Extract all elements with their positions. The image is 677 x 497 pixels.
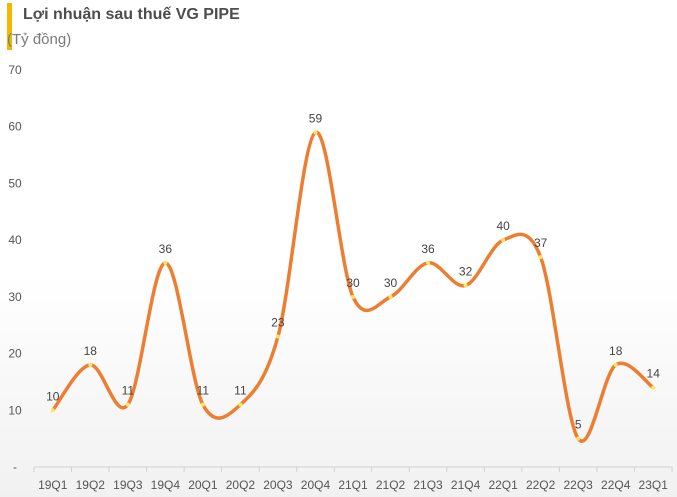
data-label: 18 (84, 344, 98, 358)
series-line (51, 130, 655, 443)
y-tick-label: - (13, 460, 17, 474)
data-point (426, 260, 431, 265)
x-tick-label: 20Q2 (226, 478, 256, 492)
y-tick-label: 40 (8, 233, 22, 247)
y-axis: - 10 20 30 40 50 60 70 (8, 63, 22, 474)
y-tick-label: 70 (8, 63, 22, 77)
y-tick-label: 10 (8, 403, 22, 417)
data-labels: 10 18 11 36 11 11 23 59 30 30 36 32 40 37 5 18 14 (46, 111, 660, 431)
chart-title: Lợi nhuận sau thuế VG PIPE (23, 6, 240, 23)
data-point (463, 283, 468, 288)
data-label: 59 (309, 111, 323, 125)
data-point (576, 436, 581, 441)
x-tick-label: 21Q3 (413, 478, 443, 492)
data-point (651, 385, 656, 390)
data-label: 37 (534, 236, 548, 250)
data-label: 23 (271, 316, 285, 330)
data-point (388, 294, 393, 299)
data-point (50, 408, 55, 413)
data-label: 11 (197, 384, 210, 398)
y-tick-label: 60 (8, 120, 22, 134)
data-point (88, 362, 93, 367)
data-point (163, 260, 168, 265)
data-label: 30 (384, 276, 398, 290)
x-axis-labels: 19Q1 19Q2 19Q3 19Q4 20Q1 20Q2 20Q3 20Q4 21Q1 21Q2… (38, 478, 668, 492)
x-tick-label: 22Q3 (563, 478, 593, 492)
x-tick-label: 21Q4 (451, 478, 481, 492)
data-label: 30 (346, 276, 360, 290)
data-label: 11 (234, 384, 247, 398)
data-point (501, 238, 506, 243)
x-tick-label: 20Q1 (188, 478, 218, 492)
x-tick-label: 21Q2 (376, 478, 406, 492)
data-label: 10 (46, 389, 60, 403)
data-label: 36 (159, 242, 173, 256)
title-accent-bar (7, 3, 12, 50)
data-label: 14 (647, 367, 661, 381)
x-tick-label: 22Q4 (601, 478, 631, 492)
data-point (538, 255, 543, 260)
x-tick-label: 19Q3 (113, 478, 143, 492)
data-point (351, 294, 355, 299)
x-tick-label: 22Q2 (526, 478, 556, 492)
data-label: 40 (496, 219, 510, 233)
y-tick-label: 50 (8, 176, 22, 190)
data-label: 36 (421, 242, 435, 256)
x-tick-label: 21Q1 (338, 478, 368, 492)
chart-unit-label: (Tỷ đồng) (7, 31, 72, 48)
x-tick-label: 22Q1 (488, 478, 518, 492)
x-tick-label: 19Q4 (151, 478, 181, 492)
data-point (125, 402, 130, 407)
data-label: 5 (575, 418, 582, 432)
x-axis-ticks (33, 467, 673, 472)
data-point (275, 334, 280, 339)
data-label: 32 (459, 265, 473, 279)
x-tick-label: 19Q2 (76, 478, 106, 492)
x-tick-label: 23Q1 (639, 478, 669, 492)
data-point (200, 402, 205, 407)
data-label: 11 (122, 384, 135, 398)
data-point (313, 130, 318, 135)
x-tick-label: 20Q4 (301, 478, 331, 492)
data-markers (50, 130, 656, 441)
y-tick-label: 20 (8, 347, 22, 361)
data-point (613, 362, 618, 367)
data-point (238, 402, 243, 407)
y-tick-label: 30 (8, 290, 22, 304)
x-tick-label: 20Q3 (263, 478, 293, 492)
data-label: 18 (609, 344, 623, 358)
x-tick-label: 19Q1 (38, 478, 68, 492)
